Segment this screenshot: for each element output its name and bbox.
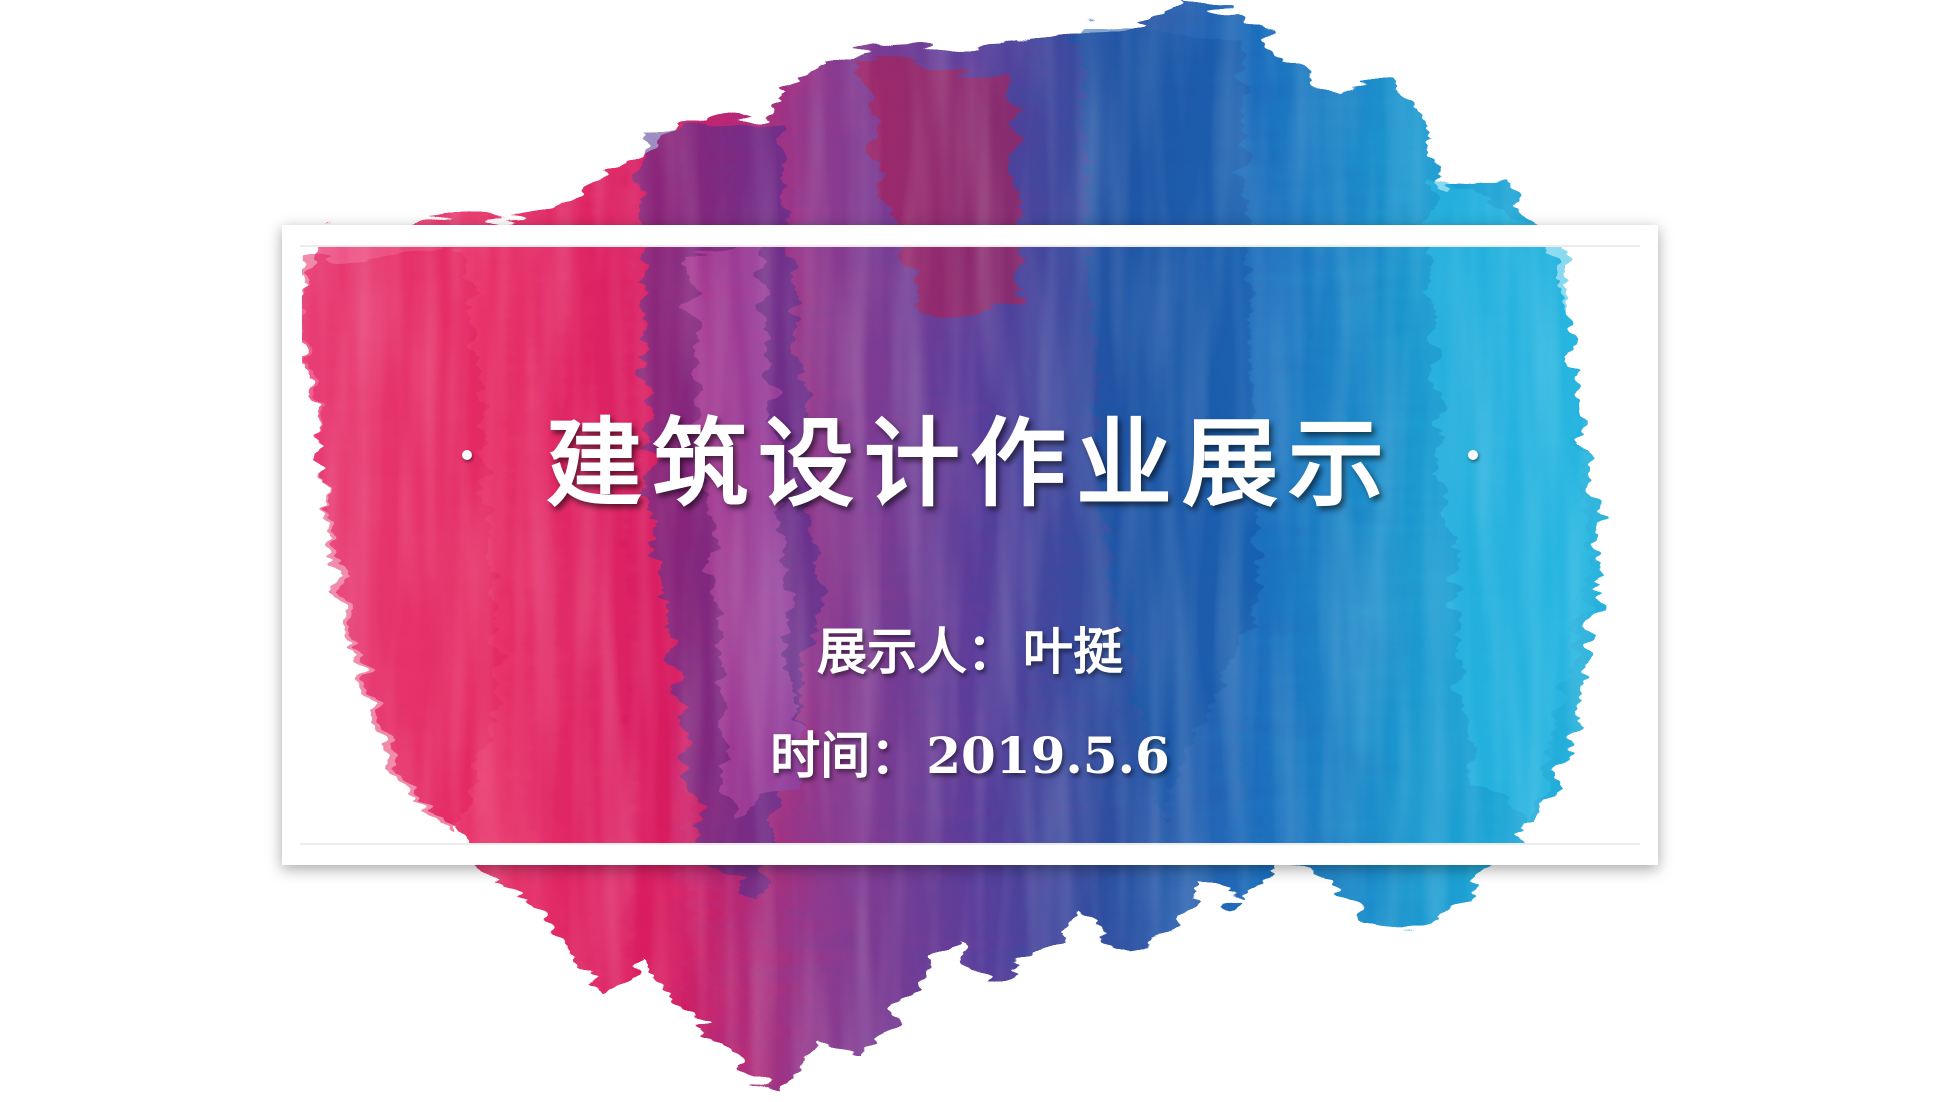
date-line: 时间： 2019.5.6: [282, 716, 1658, 788]
frame-inner-line-top: [300, 245, 1640, 247]
presenter-line: 展示人： 叶挺: [282, 612, 1658, 684]
frame-inner-line-bottom: [300, 843, 1640, 845]
title-row: 建筑设计作业展示: [282, 380, 1658, 530]
white-frame: [282, 225, 1658, 865]
date-value: 2019.5.6: [926, 726, 1170, 785]
dot-bullet-left-icon: [462, 450, 472, 460]
presenter-label: 展示人：: [817, 622, 1017, 681]
presenter-name: 叶挺: [1023, 622, 1123, 681]
dot-bullet-right-icon: [1468, 450, 1478, 460]
slide-title: 建筑设计作业展示: [546, 406, 1394, 520]
date-label: 时间：: [770, 726, 921, 785]
